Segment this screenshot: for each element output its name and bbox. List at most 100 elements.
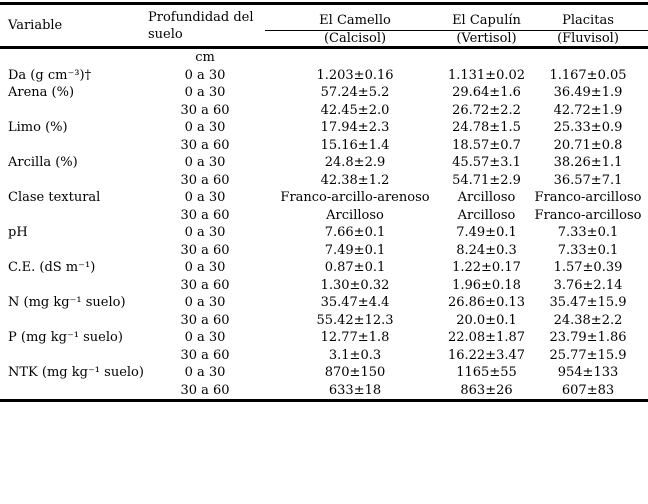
variable-cell: NTK (mg kg⁻¹ suelo) <box>8 365 144 380</box>
variable-cell: Limo (%) <box>8 120 68 135</box>
table-row: 30 a 60 1.30±0.32 1.96±0.18 3.76±2.14 <box>0 277 648 295</box>
value-cell-capulin: 29.64±1.6 <box>452 85 521 100</box>
unit-row-empty-cell <box>528 48 648 67</box>
depth-cell: 30 a 60 <box>180 102 230 118</box>
value-cell-camello: 42.38±1.2 <box>320 172 390 188</box>
value-cell-placitas: 7.33±0.1 <box>557 225 619 240</box>
unit-row-empty-cell <box>445 48 528 67</box>
column-header-soil-calcisol: (Calcisol) <box>323 31 387 46</box>
value-cell-placitas: 24.38±2.2 <box>553 312 623 328</box>
value-cell-capulin: 863±26 <box>460 382 513 398</box>
column-header-site-placitas: Placitas <box>528 3 648 31</box>
unit-row-variable-cell <box>0 48 145 67</box>
value-cell-capulin: 1.96±0.18 <box>452 277 521 293</box>
table-row: NTK (mg kg⁻¹ suelo) 0 a 30 870±150 1165±… <box>0 364 648 382</box>
depth-cell: 0 a 30 <box>184 120 226 135</box>
depth-cell: 0 a 30 <box>184 67 226 83</box>
value-cell-placitas: 38.26±1.1 <box>553 155 623 170</box>
depth-cell: 30 a 60 <box>180 207 230 223</box>
table-row: 30 a 60 15.16±1.4 18.57±0.7 20.71±0.8 <box>0 137 648 155</box>
table-row: 30 a 60 42.38±1.2 54.71±2.9 36.57±7.1 <box>0 172 648 190</box>
variable-cell: C.E. (dS m⁻¹) <box>8 260 96 275</box>
depth-cell: 0 a 30 <box>184 330 226 345</box>
value-cell-camello: 35.47±4.4 <box>320 295 390 310</box>
value-cell-placitas: 7.33±0.1 <box>557 242 619 258</box>
value-cell-placitas: 20.71±0.8 <box>553 137 623 153</box>
value-cell-placitas: 1.167±0.05 <box>549 67 627 83</box>
value-cell-capulin: 1.22±0.17 <box>452 260 521 275</box>
table-row: 30 a 60 7.49±0.1 8.24±0.3 7.33±0.1 <box>0 242 648 260</box>
soil-properties-table: Variable Profundidad del suelo El Camell… <box>0 2 648 402</box>
value-cell-camello: 7.49±0.1 <box>324 242 386 258</box>
value-cell-camello: Franco-arcillo-arenoso <box>280 190 430 205</box>
depth-cell: 30 a 60 <box>180 137 230 153</box>
table-row: Da (g cm⁻³)† 0 a 30 1.203±0.16 1.131±0.0… <box>0 67 648 85</box>
value-cell-placitas: 25.77±15.9 <box>549 347 627 363</box>
table-row: Clase textural 0 a 30 Franco-arcillo-are… <box>0 189 648 207</box>
variable-cell: Clase textural <box>8 190 101 205</box>
variable-cell: pH <box>8 225 28 240</box>
value-cell-camello: 3.1±0.3 <box>328 347 382 363</box>
value-cell-placitas: 36.49±1.9 <box>553 85 623 100</box>
value-cell-capulin: 1165±55 <box>456 365 517 380</box>
variable-cell <box>0 312 145 330</box>
table-row: Arcilla (%) 0 a 30 24.8±2.9 45.57±3.1 38… <box>0 154 648 172</box>
value-cell-camello: 0.87±0.1 <box>324 260 386 275</box>
table-row: P (mg kg⁻¹ suelo) 0 a 30 12.77±1.8 22.08… <box>0 329 648 347</box>
value-cell-capulin: Arcilloso <box>457 190 516 205</box>
depth-cell: 30 a 60 <box>180 382 230 398</box>
value-cell-camello: 7.66±0.1 <box>324 225 386 240</box>
column-header-variable: Variable <box>8 18 63 33</box>
table-row: 30 a 60 633±18 863±26 607±83 <box>0 382 648 401</box>
table-row: Limo (%) 0 a 30 17.94±2.3 24.78±1.5 25.3… <box>0 119 648 137</box>
depth-cell: 30 a 60 <box>180 242 230 258</box>
table-row: 30 a 60 55.42±12.3 20.0±0.1 24.38±2.2 <box>0 312 648 330</box>
value-cell-capulin: 7.49±0.1 <box>456 225 517 240</box>
value-cell-placitas: 35.47±15.9 <box>549 295 627 310</box>
value-cell-camello: 633±18 <box>328 382 382 398</box>
unit-row: cm <box>0 48 648 67</box>
table-row: Arena (%) 0 a 30 57.24±5.2 29.64±1.6 36.… <box>0 84 648 102</box>
depth-cell: 0 a 30 <box>184 365 226 380</box>
table-row: N (mg kg⁻¹ suelo) 0 a 30 35.47±4.4 26.86… <box>0 294 648 312</box>
depth-cell: 30 a 60 <box>180 312 230 328</box>
variable-cell <box>0 242 145 260</box>
value-cell-capulin: 54.71±2.9 <box>452 172 521 188</box>
unit-row-empty-cell <box>265 48 445 67</box>
value-cell-capulin: 22.08±1.87 <box>447 330 526 345</box>
depth-cell: 30 a 60 <box>180 347 230 363</box>
value-cell-camello: 24.8±2.9 <box>324 155 386 170</box>
value-cell-camello: 12.77±1.8 <box>320 330 390 345</box>
header-row-sites: Variable Profundidad del suelo El Camell… <box>0 3 648 42</box>
depth-cell: 0 a 30 <box>184 155 226 170</box>
variable-cell: Arcilla (%) <box>8 155 78 170</box>
column-header-site-camello: El Camello <box>265 3 445 31</box>
table-row: 30 a 60 Arcilloso Arcilloso Franco-arcil… <box>0 207 648 225</box>
depth-unit-cell: cm <box>195 50 215 65</box>
value-cell-placitas: 1.57±0.39 <box>553 260 623 275</box>
value-cell-placitas: 3.76±2.14 <box>553 277 623 293</box>
column-header-soil-vertisol: (Vertisol) <box>456 31 517 46</box>
value-cell-capulin: 18.57±0.7 <box>452 137 521 153</box>
value-cell-camello: 1.203±0.16 <box>316 67 394 83</box>
depth-cell: 0 a 30 <box>184 190 226 205</box>
table-header: Variable Profundidad del suelo El Camell… <box>0 3 648 48</box>
value-cell-placitas: 25.33±0.9 <box>553 120 623 135</box>
value-cell-camello: Arcilloso <box>326 207 384 223</box>
variable-cell <box>0 207 145 225</box>
value-cell-placitas: 607±83 <box>561 382 615 398</box>
table-row: 30 a 60 3.1±0.3 16.22±3.47 25.77±15.9 <box>0 347 648 365</box>
value-cell-capulin: 8.24±0.3 <box>456 242 517 258</box>
value-cell-camello: 57.24±5.2 <box>320 85 390 100</box>
variable-cell <box>0 277 145 295</box>
value-cell-placitas: Franco-arcilloso <box>534 207 642 223</box>
value-cell-capulin: 45.57±3.1 <box>452 155 521 170</box>
variable-cell: Arena (%) <box>8 85 75 100</box>
variable-cell <box>0 102 145 120</box>
value-cell-capulin: 1.131±0.02 <box>447 67 526 83</box>
value-cell-placitas: 23.79±1.86 <box>549 330 627 345</box>
variable-cell <box>0 382 145 401</box>
variable-cell: Da (g cm⁻³)† <box>8 67 92 83</box>
table-row: 30 a 60 42.45±2.0 26.72±2.2 42.72±1.9 <box>0 102 648 120</box>
